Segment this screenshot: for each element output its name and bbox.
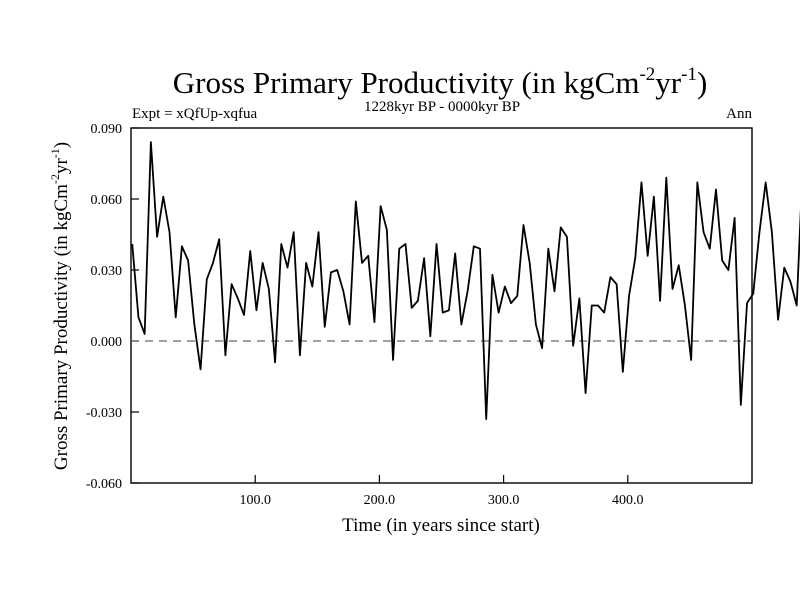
y-axis-title-mid: yr [51, 158, 72, 175]
chart-title-main: Gross Primary Productivity (in kgCm [173, 65, 640, 100]
gpp-series-line [131, 141, 800, 421]
period-label: 1228kyr BP - 0000kyr BP [364, 99, 520, 115]
y-tick-label: 0.030 [91, 264, 123, 279]
y-tick-label: 0.000 [91, 335, 123, 350]
plot-area-frame [130, 127, 753, 484]
x-tick-label: 300.0 [488, 493, 520, 508]
y-tick-label: -0.030 [86, 406, 122, 421]
y-tick-label: -0.060 [86, 477, 122, 492]
x-axis: 100.0 200.0 300.0 400.0 [239, 475, 644, 508]
y-tick-label: 0.090 [91, 122, 123, 137]
x-tick-label: 400.0 [612, 493, 644, 508]
x-tick-label: 100.0 [239, 493, 271, 508]
x-axis-title: Time (in years since start) [342, 515, 540, 536]
y-axis-title: Gross Primary Productivity (in kgCm-2yr-… [48, 142, 72, 470]
chart-title-mid: yr [655, 65, 682, 100]
chart-title-sup2: -1 [681, 64, 697, 85]
experiment-label: Expt = xQfUp-xqfua [132, 106, 257, 122]
y-axis-title-main: Gross Primary Productivity (in kgCm [51, 184, 72, 470]
chart-title: Gross Primary Productivity (in kgCm-2yr-… [173, 64, 708, 100]
y-axis-title-end: ) [51, 142, 72, 148]
chart-title-sup1: -2 [639, 64, 655, 85]
x-tick-label: 200.0 [364, 493, 396, 508]
chart-title-end: ) [697, 65, 707, 100]
y-axis-title-sup2: -1 [48, 148, 62, 158]
y-axis: 0.090 0.060 0.030 0.000 -0.030 -0.060 [86, 122, 139, 492]
y-axis-title-sup1: -2 [48, 174, 62, 184]
season-label: Ann [726, 106, 752, 122]
y-tick-label: 0.060 [91, 193, 123, 208]
